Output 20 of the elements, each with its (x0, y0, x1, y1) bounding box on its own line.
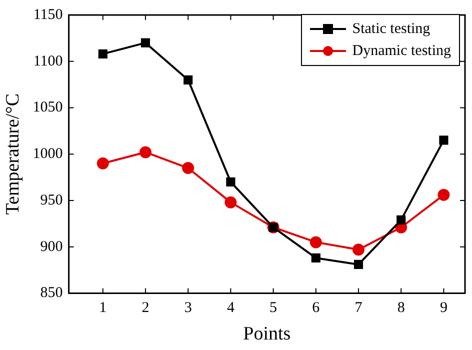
y-tick-label: 1000 (32, 146, 63, 162)
y-tick-label: 1100 (33, 53, 63, 70)
x-tick-label: 9 (440, 300, 448, 316)
x-tick-label: 8 (397, 300, 405, 316)
x-axis-title: Points (243, 324, 291, 345)
y-tick-label: 950 (40, 192, 63, 208)
x-tick-label: 6 (312, 300, 320, 316)
x-tick-label: 7 (354, 300, 363, 316)
y-tick-label: 1150 (33, 6, 63, 23)
y-tick-label: 1050 (32, 100, 63, 116)
legend-label: Static testing (352, 20, 430, 39)
x-tick-label: 3 (184, 300, 192, 316)
legend-label: Dynamic testing (352, 42, 451, 61)
x-tick-label: 5 (270, 300, 278, 316)
x-tick-label: 2 (142, 300, 150, 316)
x-tick-label: 4 (226, 300, 235, 316)
x-tick-label: 1 (99, 300, 107, 316)
y-tick-label: 900 (40, 238, 63, 255)
y-tick-label: 850 (40, 285, 63, 302)
y-axis-title: Temperature/°C (2, 93, 24, 215)
